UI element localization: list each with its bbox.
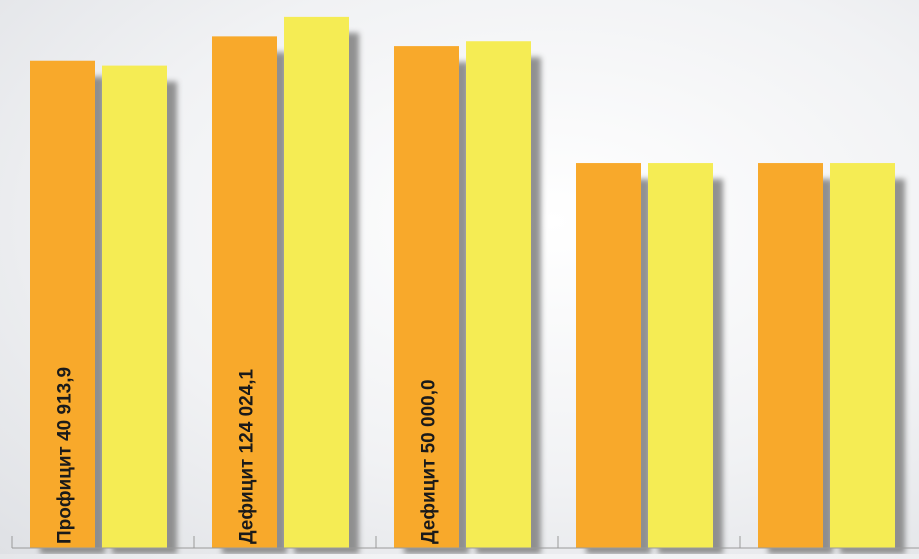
bar-s1-c3	[394, 46, 459, 548]
bars	[30, 16, 895, 549]
bar-annotation-2: Дефицит 124 024,1	[237, 368, 258, 544]
bar-annotation-3: Дефицит 50 000,0	[419, 379, 440, 544]
x-axis	[11, 536, 919, 549]
bar-s1-c5	[758, 163, 823, 548]
bar-s1-c1	[30, 60, 95, 549]
bar-s2-c2	[284, 16, 349, 548]
bar-annotation-1: Профицит 40 913,9	[55, 367, 76, 544]
bar-s2-c4	[648, 163, 713, 548]
bar-s1-c2	[212, 36, 277, 548]
bar-s2-c3	[466, 41, 531, 549]
bar-s2-c5	[830, 163, 895, 548]
bar-annotations: Профицит 40 913,9 Дефицит 124 024,1 Дефици…	[55, 367, 440, 544]
bar-s2-c1	[102, 65, 167, 548]
bar-s1-c4	[576, 163, 641, 548]
